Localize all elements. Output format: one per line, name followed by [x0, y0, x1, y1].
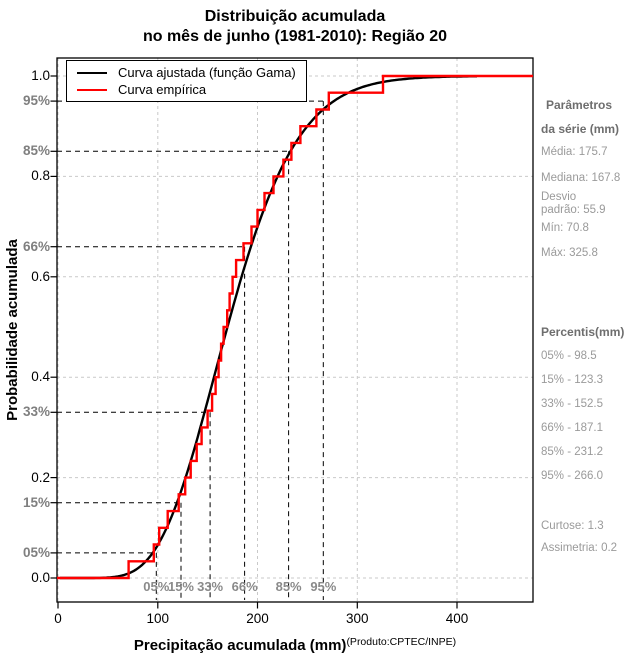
shape-stat-line: Curtose: 1.3 [541, 520, 604, 532]
chart-title-line2: no mês de junho (1981-2010): Região 20 [142, 28, 448, 45]
percentile-bottom-label: 15% [167, 579, 194, 594]
y-percent-label: 05% [22, 544, 50, 560]
x-tick-label: 0 [54, 611, 62, 626]
chart-title-line1: Distribuição acumulada [204, 8, 386, 25]
stats-panel-header-line1: Parâmetros [546, 98, 613, 112]
stat-line: Máx: 325.8 [541, 247, 598, 259]
y-percent-label: 95% [22, 93, 50, 109]
y-axis-title: Probabilidade acumulada [4, 239, 21, 421]
x-tick-label: 100 [146, 611, 170, 626]
y-percent-label: 33% [22, 404, 50, 420]
fitted-curve-line-sample [77, 71, 107, 74]
y-tick-label: 0.2 [31, 469, 50, 485]
percentile-bottom-label: 95% [310, 579, 337, 594]
shape-stat-line: Assimetria: 0.2 [541, 542, 618, 554]
y-tick-label: 1.0 [31, 68, 50, 83]
y-percent-label: 85% [22, 143, 50, 159]
stat-line: padrão: 55.9 [541, 204, 606, 216]
stats-panel-header-line2: da série (mm) [541, 122, 620, 136]
legend-label-fitted: Curva ajustada (função Gama) [118, 65, 296, 80]
percentile-line: 05% - 98.5 [541, 350, 597, 362]
stat-line: Mediana: 167.8 [541, 172, 621, 184]
percentile-line: 66% - 187.1 [541, 422, 604, 434]
percentile-line: 15% - 123.3 [541, 374, 604, 386]
percentile-line: 85% - 231.2 [541, 446, 604, 458]
legend-row-empirical: Curva empírica [77, 82, 206, 97]
stat-line: Desvio [541, 191, 577, 203]
empirical-curve [57, 74, 533, 580]
y-tick-label: 0.8 [31, 168, 50, 184]
stat-line: Mín: 70.8 [541, 222, 589, 234]
x-axis-title-text: Precipitação acumulada (mm) [133, 637, 347, 654]
x-axis-title-superscript: (Produto:CPTEC/INPE) [346, 636, 457, 648]
percentile-bottom-label: 66% [231, 579, 258, 594]
x-tick-label: 200 [246, 611, 269, 626]
x-tick-label: 300 [345, 611, 369, 626]
y-tick-label: 0.0 [31, 570, 50, 585]
legend: Curva ajustada (função Gama) Curva empír… [66, 60, 307, 102]
plot-frame [56, 57, 534, 603]
percentile-line: 33% - 152.5 [541, 398, 604, 410]
percentiles-header: Percentis(mm) [541, 325, 625, 339]
percentile-bottom-label: 33% [197, 579, 224, 594]
percentile-bottom-label: 85% [275, 579, 302, 594]
legend-row-fitted: Curva ajustada (função Gama) [77, 65, 296, 80]
chart-title: Distribuição acumulada no mês de junho (… [57, 7, 533, 47]
x-axis-title: Precipitação acumulada (mm)(Produto:CPTE… [40, 636, 550, 654]
y-percent-label: 15% [22, 494, 50, 510]
x-tick-label: 400 [445, 611, 469, 626]
percentile-line: 95% - 266.0 [541, 470, 604, 482]
y-percent-label: 66% [22, 238, 50, 254]
y-tick-label: 0.6 [31, 268, 50, 284]
percentile-bottom-label: 05% [143, 579, 170, 594]
y-tick-label: 0.4 [31, 369, 50, 385]
stat-line: Média: 175.7 [541, 146, 608, 158]
empirical-curve-line-sample [77, 88, 107, 91]
legend-label-empirical: Curva empírica [118, 82, 207, 97]
